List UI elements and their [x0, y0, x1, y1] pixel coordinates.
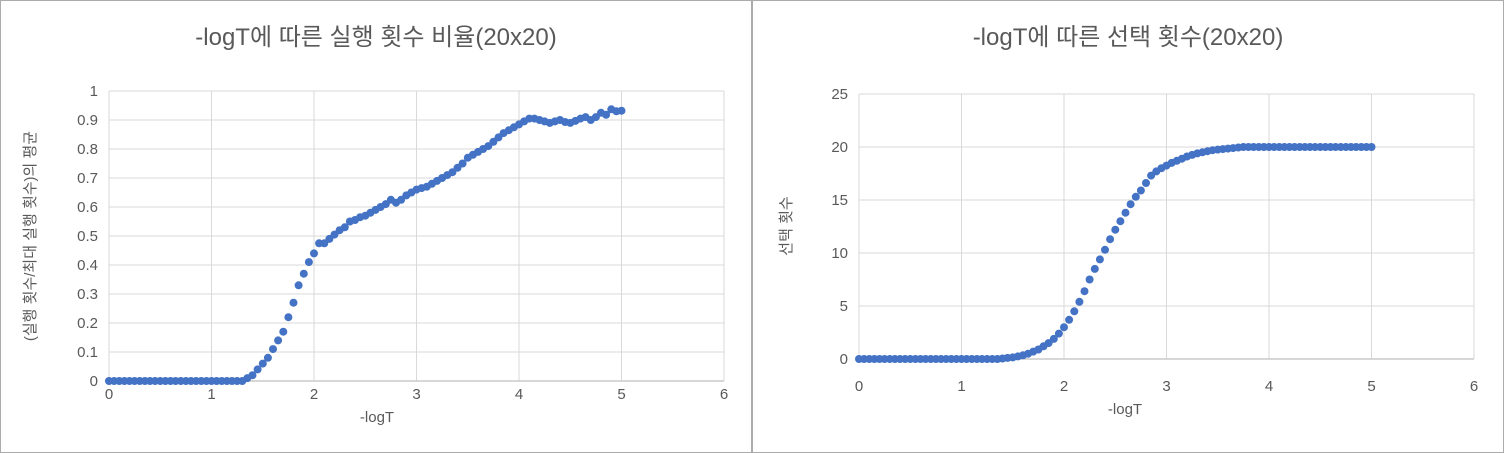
data-point	[1075, 297, 1084, 306]
data-point	[1106, 235, 1115, 244]
data-point	[1136, 186, 1145, 195]
data-point	[1095, 255, 1104, 264]
data-point	[279, 327, 288, 336]
data-point	[263, 353, 272, 362]
data-point	[1121, 208, 1130, 217]
data-point	[340, 223, 349, 232]
data-point	[310, 249, 318, 258]
data-point	[258, 359, 267, 368]
chart-panel-selection-count: -logT에 따른 선택 횟수(20x20) 0 1 2 3 4 5 6 0 5 10 15 20 25…	[752, 0, 1504, 453]
scatter-plot-run-count-ratio: 0 1 2 3 4 5 6 0 0.1 0.2 0.3 0.4 0.5 0.6 0.7 0.8 0.9 1	[77, 83, 728, 403]
y-tick-label: 0	[840, 351, 848, 368]
y-tick-label: 0.2	[77, 315, 98, 332]
x-tick-label: 5	[617, 386, 625, 403]
x-tick-label: 4	[515, 386, 523, 403]
y-tick-label: 0.8	[77, 141, 98, 158]
chart-title: -logT에 따른 선택 횟수(20x20)	[972, 24, 1284, 51]
data-point	[1142, 179, 1150, 187]
data-point	[1367, 143, 1376, 151]
x-axis-title: -logT	[359, 409, 395, 426]
data-point	[1116, 217, 1125, 226]
x-tick-label: 6	[720, 386, 728, 403]
data-point	[1131, 192, 1140, 201]
chart-panel-run-count-ratio: -logT에 따른 실행 횟수 비율(20x20) 0 1 2 3 4 5 6 0 0.1 0.2…	[0, 0, 752, 453]
scatter-plot-selection-count: 0 1 2 3 4 5 6 0 5 10 15 20 25	[831, 86, 1478, 395]
data-point	[1126, 200, 1135, 209]
y-tick-label: 0.4	[77, 257, 98, 274]
data-point	[294, 281, 303, 290]
data-point	[274, 336, 283, 345]
y-tick-label: 15	[831, 192, 848, 209]
data-point	[617, 106, 626, 115]
data-point	[1111, 225, 1120, 234]
data-point	[1060, 323, 1068, 332]
y-tick-label: 0.5	[77, 228, 98, 245]
y-tick-label: 25	[831, 86, 848, 103]
y-tick-label: 0.6	[77, 199, 98, 216]
x-tick-label: 4	[1265, 378, 1273, 395]
y-axis-title: (실행 횟수/최대 실행 횟수)의 평균	[22, 130, 39, 342]
y-tick-label: 0.3	[77, 286, 98, 303]
x-tick-label: 3	[412, 386, 420, 403]
y-axis-title: 선택 횟수	[778, 196, 795, 256]
data-point	[253, 365, 262, 374]
x-tick-label: 5	[1367, 378, 1375, 395]
x-tick-label: 2	[1060, 378, 1068, 395]
data-point	[1054, 329, 1063, 338]
data-point	[602, 110, 611, 119]
x-tick-label: 1	[207, 386, 215, 403]
data-point	[1049, 334, 1058, 343]
x-tick-label: 3	[1162, 378, 1170, 395]
data-point	[458, 159, 467, 168]
data-point	[289, 298, 298, 307]
data-point	[299, 269, 308, 278]
y-tick-label: 0.7	[77, 170, 98, 187]
data-point	[304, 258, 313, 267]
data-point	[1080, 287, 1089, 296]
x-tick-label: 0	[105, 386, 113, 403]
data-point	[248, 371, 257, 380]
y-tick-label: 0.9	[77, 112, 98, 129]
data-point	[1090, 264, 1099, 273]
x-tick-label: 6	[1470, 378, 1478, 395]
y-tick-label: 0	[90, 373, 98, 390]
y-tick-label: 1	[90, 83, 98, 100]
data-point	[1101, 245, 1109, 254]
data-point	[1085, 275, 1094, 284]
data-point	[284, 313, 293, 322]
data-point	[269, 345, 277, 354]
data-point	[1070, 307, 1079, 316]
y-tick-label: 10	[831, 245, 848, 262]
x-tick-label: 0	[855, 378, 863, 395]
y-tick-label: 5	[840, 298, 848, 315]
y-tick-label: 20	[831, 139, 848, 156]
chart-title: -logT에 따른 실행 횟수 비율(20x20)	[195, 24, 557, 51]
x-axis-title: -logT	[1107, 401, 1143, 418]
data-point	[1065, 315, 1074, 324]
y-tick-label: 0.1	[77, 344, 98, 361]
x-tick-label: 1	[957, 378, 965, 395]
x-tick-label: 2	[310, 386, 318, 403]
